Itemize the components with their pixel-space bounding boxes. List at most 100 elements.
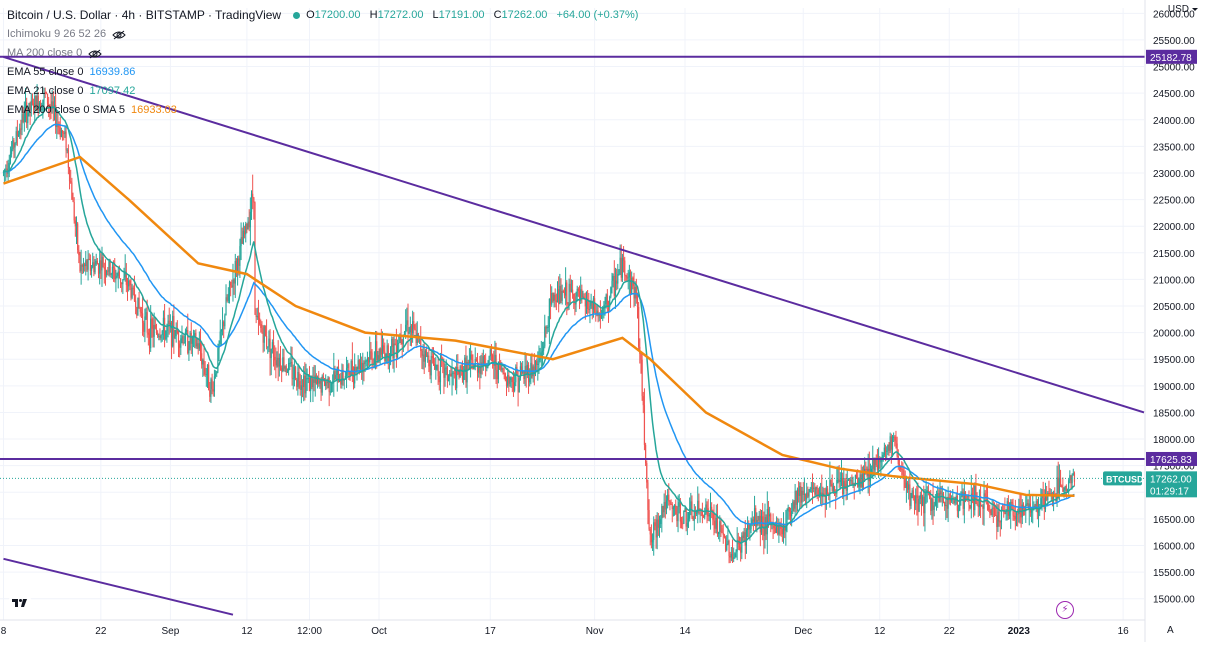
candle-body: [472, 360, 474, 370]
candle-body: [619, 257, 621, 270]
candle-body: [87, 258, 89, 270]
auto-scale-button[interactable]: A: [1167, 625, 1174, 636]
time-tick-label: 8: [1, 626, 7, 637]
candle-body: [789, 511, 792, 517]
candle-body: [959, 499, 961, 511]
ohlc-low-label: L: [432, 9, 439, 21]
candle-body: [606, 294, 608, 307]
lightning-icon[interactable]: ⚡: [1056, 601, 1074, 619]
candle-body: [1005, 512, 1007, 515]
candle-body: [824, 495, 826, 506]
candle-body: [282, 357, 284, 372]
candle-body: [882, 455, 884, 460]
candle-body: [447, 376, 450, 381]
candle-body: [168, 320, 170, 325]
indicator-row-ema55[interactable]: EMA 55 close 0 16939.86: [7, 63, 644, 82]
candle-body: [107, 270, 109, 272]
candle-body: [179, 343, 181, 348]
candle-body: [1017, 513, 1019, 515]
indicator-row-ema21[interactable]: EMA 21 close 0 17097.42: [7, 82, 644, 101]
candle-body: [176, 328, 178, 334]
candle-body: [974, 485, 976, 511]
candle-body: [919, 495, 921, 500]
candle-body: [274, 356, 276, 361]
indicator-row-ichimoku[interactable]: Ichimoku 9 26 52 26: [7, 25, 644, 44]
candle-body: [429, 366, 431, 376]
candle-body: [825, 488, 828, 506]
indicator-row-ma200[interactable]: MA 200 close 0: [7, 44, 644, 63]
candle-body: [573, 293, 575, 303]
candle-body: [651, 540, 654, 543]
candle-body: [937, 493, 939, 498]
candle-body: [563, 292, 566, 296]
candle-body: [339, 379, 341, 383]
currency-selector[interactable]: USD: [1167, 4, 1199, 15]
candle-body: [902, 469, 904, 475]
tradingview-logo-icon[interactable]: [8, 594, 32, 612]
candle-body: [543, 346, 545, 351]
candle-body: [348, 364, 350, 375]
candle-body: [174, 336, 176, 339]
candle-body: [430, 356, 432, 376]
candle-body: [254, 202, 256, 315]
indicator-row-ema200[interactable]: EMA 200 close 0 SMA 5 16933.03: [7, 101, 644, 120]
candle-body: [116, 275, 118, 277]
candle-body: [762, 516, 764, 528]
candle-body: [100, 260, 102, 271]
candle-body: [979, 498, 982, 507]
candle-body: [873, 459, 875, 471]
candle-body: [833, 486, 836, 494]
price-tick-label: 19500.00: [1153, 355, 1195, 366]
candle-body: [569, 283, 571, 292]
candle-body: [658, 523, 661, 528]
candle-body: [817, 489, 819, 496]
time-tick-label: 22: [944, 626, 956, 637]
candle-body: [439, 357, 442, 383]
candle-body: [1046, 493, 1048, 500]
candle-body: [394, 343, 396, 346]
candle-body: [786, 510, 788, 527]
candle-body: [292, 378, 294, 380]
candle-body: [989, 510, 991, 514]
candle-body: [576, 288, 578, 297]
candle-body: [895, 440, 897, 444]
candle-body: [558, 289, 560, 304]
candle-body: [777, 525, 779, 535]
candle-body: [549, 298, 552, 305]
candle-body: [61, 130, 64, 134]
candle-body: [73, 201, 75, 221]
candle-body: [187, 330, 189, 354]
candle-body: [330, 383, 333, 392]
candle-body: [294, 367, 297, 380]
candle-body: [216, 371, 218, 374]
candle-body: [807, 492, 809, 497]
candle-body: [724, 537, 727, 551]
candle-body: [915, 495, 917, 504]
ohlc-close-value: 17262.00: [501, 9, 548, 21]
candle-body: [693, 511, 695, 521]
symbol-title[interactable]: Bitcoin / U.S. Dollar · 4h · BITSTAMP · …: [7, 8, 282, 22]
candle-body: [279, 357, 282, 368]
eye-crossed-icon[interactable]: [112, 30, 126, 40]
indicator-value: 16939.86: [89, 66, 136, 78]
candle-body: [364, 361, 366, 364]
candle-body: [832, 486, 834, 491]
candle-body: [458, 373, 460, 378]
candle-body: [432, 358, 435, 365]
candle-body: [860, 474, 862, 487]
candle-body: [874, 459, 876, 471]
candle-body: [567, 303, 569, 305]
candle-body: [612, 275, 614, 281]
candle-body: [657, 519, 659, 528]
candle-body: [466, 362, 468, 383]
candle-body: [278, 357, 280, 367]
price-tick-label: 22500.00: [1153, 196, 1195, 207]
candle-body: [88, 258, 90, 260]
candle-body: [654, 522, 656, 527]
eye-crossed-icon[interactable]: [88, 49, 102, 59]
candle-body: [312, 379, 314, 388]
candle-body: [374, 341, 377, 358]
candle-body: [117, 271, 119, 276]
